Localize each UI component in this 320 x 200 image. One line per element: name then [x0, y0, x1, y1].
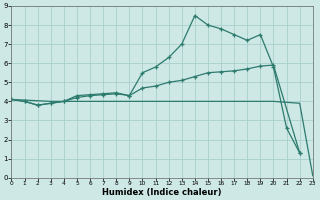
- X-axis label: Humidex (Indice chaleur): Humidex (Indice chaleur): [102, 188, 222, 197]
